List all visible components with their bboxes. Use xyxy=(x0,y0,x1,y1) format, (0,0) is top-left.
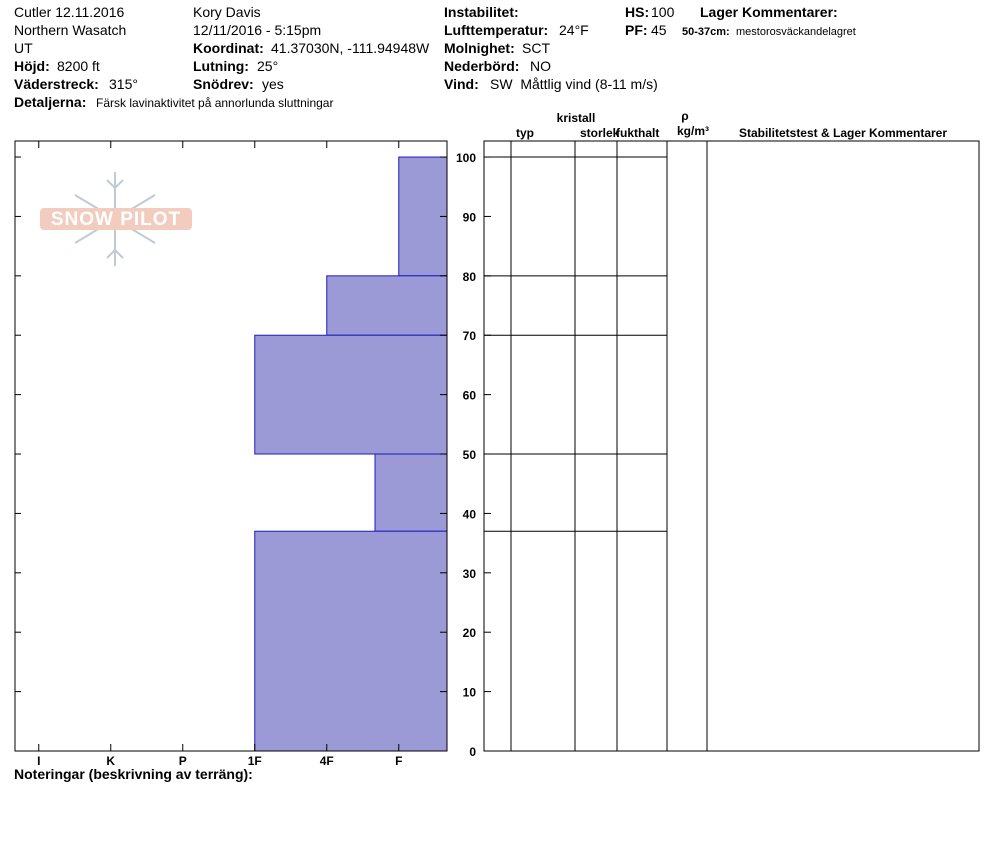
value: Färsk lavinaktivitet på annorlunda slutt… xyxy=(96,96,333,110)
value: 8200 ft xyxy=(57,58,100,74)
x-tick-label: F xyxy=(395,754,402,768)
column-title: ρ xyxy=(681,109,688,123)
header: Cutler 12.11.2016 Northern Wasatch UT Hö… xyxy=(14,4,856,110)
label: Väderstreck: xyxy=(14,76,99,92)
value: 315° xyxy=(109,76,138,92)
label: PF: xyxy=(625,22,648,38)
label: Höjd: xyxy=(14,58,50,74)
value: 41.37030N, -111.94948W xyxy=(271,40,430,56)
y-tick-label: 0 xyxy=(469,745,476,759)
value: 24°F xyxy=(559,22,589,38)
plot-frame xyxy=(14,140,448,752)
label: Lutning: xyxy=(193,58,249,74)
x-tick-label: 4F xyxy=(320,754,334,768)
x-tick-label: P xyxy=(179,754,187,768)
layer-bar xyxy=(326,275,448,336)
x-tick-label: 1F xyxy=(248,754,262,768)
y-tick-label: 40 xyxy=(463,507,477,521)
label: Lager Kommentarer: xyxy=(700,4,838,20)
label: Instabilitet: xyxy=(444,4,519,20)
column-title: kristall xyxy=(557,111,596,125)
label: HS: xyxy=(625,4,649,20)
layer-bar xyxy=(374,453,448,532)
datetime: 12/11/2016 - 5:15pm xyxy=(193,22,321,38)
y-tick-label: 70 xyxy=(463,329,477,343)
table-border xyxy=(483,140,980,752)
value: 45 xyxy=(651,22,667,38)
y-tick-label: 90 xyxy=(463,210,477,224)
value: SCT xyxy=(522,40,550,56)
column-title: Stabilitetstest & Lager Kommentarer xyxy=(739,126,947,140)
y-tick-label: 10 xyxy=(463,686,477,700)
column-title: storlek xyxy=(580,126,620,140)
range: Northern Wasatch xyxy=(14,22,126,38)
value: mestorosväckandelagret xyxy=(736,26,856,38)
layer-bar xyxy=(254,530,448,752)
notes-label: Noteringar (beskrivning av terräng): xyxy=(14,766,253,782)
x-tick-label: I xyxy=(37,754,40,768)
y-tick-label: 20 xyxy=(463,626,477,640)
label: Lufttemperatur: xyxy=(444,22,548,38)
site: Cutler 12.11.2016 xyxy=(14,4,124,20)
table-frame xyxy=(483,140,980,752)
label: 50-37cm: xyxy=(682,26,730,38)
y-tick-label: 50 xyxy=(463,448,477,462)
value: 25° xyxy=(257,58,278,74)
y-tick-label: 80 xyxy=(463,270,477,284)
label: Nederbörd: xyxy=(444,58,519,74)
label: Koordinat: xyxy=(193,40,264,56)
y-tick-label: 60 xyxy=(463,389,477,403)
value: SW Måttlig vind (8-11 m/s) xyxy=(490,76,658,92)
value: 100 xyxy=(651,4,675,20)
logo-banner xyxy=(40,208,192,230)
table-header: typ kristall storlek fukthalt ρ kg/m³ St… xyxy=(516,109,947,140)
value: NO xyxy=(530,58,551,74)
label: Vind: xyxy=(444,76,479,92)
y-tick-label: 30 xyxy=(463,567,477,581)
label: Molnighet: xyxy=(444,40,515,56)
column-title: fukthalt xyxy=(616,126,659,140)
state: UT xyxy=(14,40,33,56)
label: Snödrev: xyxy=(193,76,254,92)
logo: SNOW PILOT xyxy=(40,172,192,266)
value: yes xyxy=(262,76,284,92)
x-tick-label: K xyxy=(106,754,115,768)
column-title: kg/m³ xyxy=(677,124,709,138)
column-title: typ xyxy=(516,126,534,140)
logo-text: SNOW PILOT xyxy=(51,209,181,230)
plot: 0 10 20 30 40 50 60 70 80 90 100 I K P 1F 4F F xyxy=(14,140,667,768)
label: Detaljerna: xyxy=(14,94,86,110)
layer-bar xyxy=(254,334,448,455)
layer-bar xyxy=(398,156,448,277)
observer: Kory Davis xyxy=(193,4,261,20)
y-tick-label: 100 xyxy=(456,151,476,165)
